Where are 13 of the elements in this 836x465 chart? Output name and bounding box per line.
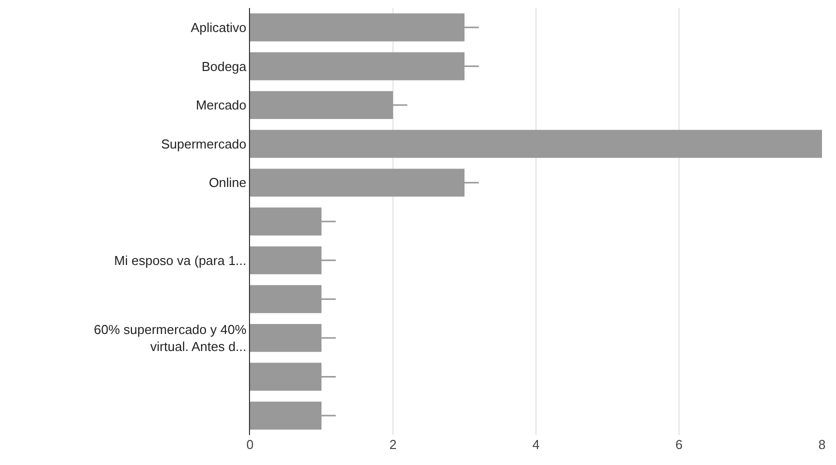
y-tick-label: Supermercado [161,136,246,152]
y-tick-label: Mercado [196,98,246,113]
x-tick-label: 4 [532,437,540,452]
x-tick-label: 8 [818,437,826,452]
x-tick-label: 2 [389,437,397,452]
y-tick-label: Aplicativo [190,20,246,35]
bar [250,130,822,158]
x-tick-label: 0 [246,437,254,452]
y-tick-label: Online [208,175,246,190]
x-tick-label: 6 [675,437,683,452]
y-tick-label: Bodega [202,58,248,74]
y-tick-label: Mi esposo va (para 1... [114,252,246,268]
y-tick-label: 60% supermercado y 40% virtual. Antes d... [94,322,247,354]
